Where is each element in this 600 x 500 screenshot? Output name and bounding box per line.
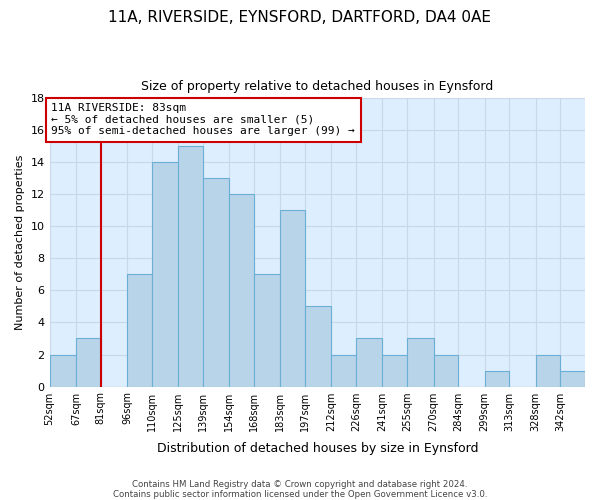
X-axis label: Distribution of detached houses by size in Eynsford: Distribution of detached houses by size … — [157, 442, 478, 455]
Bar — [50, 354, 76, 386]
Bar — [407, 338, 434, 386]
Bar — [127, 274, 152, 386]
Bar — [331, 354, 356, 386]
Bar — [485, 370, 509, 386]
Bar — [229, 194, 254, 386]
Bar — [152, 162, 178, 386]
Bar — [536, 354, 560, 386]
Bar — [178, 146, 203, 386]
Text: Contains HM Land Registry data © Crown copyright and database right 2024.: Contains HM Land Registry data © Crown c… — [132, 480, 468, 489]
Text: 11A, RIVERSIDE, EYNSFORD, DARTFORD, DA4 0AE: 11A, RIVERSIDE, EYNSFORD, DARTFORD, DA4 … — [109, 10, 491, 25]
Bar — [560, 370, 585, 386]
Title: Size of property relative to detached houses in Eynsford: Size of property relative to detached ho… — [141, 80, 493, 93]
Bar — [254, 274, 280, 386]
Text: Contains public sector information licensed under the Open Government Licence v3: Contains public sector information licen… — [113, 490, 487, 499]
Bar — [203, 178, 229, 386]
Text: 11A RIVERSIDE: 83sqm
← 5% of detached houses are smaller (5)
95% of semi-detache: 11A RIVERSIDE: 83sqm ← 5% of detached ho… — [52, 103, 355, 136]
Bar — [280, 210, 305, 386]
Bar — [356, 338, 382, 386]
Bar — [382, 354, 407, 386]
Bar — [76, 338, 101, 386]
Y-axis label: Number of detached properties: Number of detached properties — [15, 154, 25, 330]
Bar — [305, 306, 331, 386]
Bar — [434, 354, 458, 386]
